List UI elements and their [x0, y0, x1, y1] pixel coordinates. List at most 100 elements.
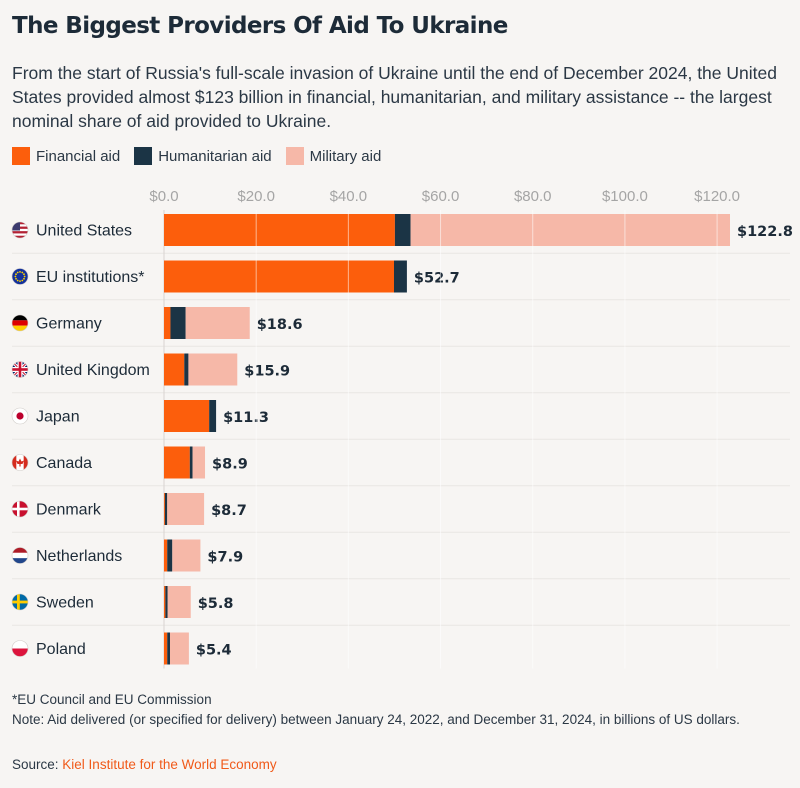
bar-segment-humanitarian-aid [170, 307, 186, 339]
x-tick-label: $60.0 [422, 188, 460, 205]
flag-shapes [12, 315, 28, 331]
total-value-label: $11.3 [223, 410, 269, 426]
germany-flag-icon [11, 314, 29, 332]
bar-row: United Kingdom $15.9 [11, 353, 290, 386]
total-value-label: $52.7 [414, 271, 460, 287]
flag-outline [11, 593, 29, 611]
bar-segment-military-aid [172, 539, 201, 572]
bar-segment-humanitarian-aid [167, 539, 173, 572]
flag-outline [11, 547, 29, 564]
flag-stripe [12, 235, 28, 238]
bar-segment-humanitarian-aid [393, 260, 407, 293]
flag-outline [11, 268, 29, 285]
flag-shapes [12, 454, 28, 471]
bar-row: Sweden $5.8 [11, 586, 234, 618]
flag-star [15, 277, 17, 280]
flag-shapes [12, 408, 28, 424]
total-value-label: $7.9 [207, 550, 243, 566]
total-value-label: $5.4 [196, 643, 232, 659]
bar-row: Denmark $8.7 [11, 493, 247, 525]
flag-outline [11, 500, 29, 518]
flag-stripe [12, 640, 28, 649]
bar-segment-financial-aid [164, 353, 185, 386]
eu-flag-icon [11, 268, 29, 285]
flag-star [21, 279, 24, 282]
flag-stripe [12, 558, 28, 564]
chart-title: The Biggest Providers Of Aid To Ukraine [12, 13, 508, 39]
bar-row: EU institutions* $52.7 [11, 260, 460, 293]
legend-item-humanitarian: Humanitarian aid [134, 147, 272, 165]
legend-label-humanitarian: Humanitarian aid [158, 147, 272, 165]
flag-stripe [12, 320, 28, 326]
flag-star [15, 273, 17, 276]
flag-shapes [12, 268, 28, 285]
flag-cross [12, 368, 28, 371]
bar-segment-financial-aid [164, 260, 394, 293]
country-label: Denmark [36, 502, 102, 519]
bar-segment-military-aid [188, 353, 238, 386]
flag-field [12, 268, 28, 285]
flag-disc [16, 412, 24, 420]
flag-outline [11, 314, 29, 332]
bar-segment-humanitarian-aid [184, 353, 189, 386]
country-label: Sweden [36, 595, 94, 612]
flag-stripe [12, 315, 28, 321]
flag-shapes [12, 640, 28, 657]
bar-row: Poland $5.4 [11, 632, 232, 665]
flag-band [12, 454, 17, 471]
japan-flag-icon [11, 407, 29, 425]
flag-shapes [12, 547, 28, 564]
bar-segment-humanitarian-aid [189, 446, 193, 479]
flag-shapes [12, 222, 28, 238]
bar-segment-financial-aid [164, 446, 190, 479]
bar-row: United States $122.8 [11, 214, 793, 246]
x-tick-label: $40.0 [330, 188, 368, 205]
footnote: *EU Council and EU Commission Note: Aid … [12, 690, 792, 730]
bar-segment-financial-aid [164, 493, 165, 525]
flag-outline [11, 407, 29, 425]
flag-star [19, 271, 21, 273]
country-label: Poland [36, 641, 86, 658]
netherlands-flag-icon [11, 547, 29, 564]
bar-row: Canada $8.9 [11, 446, 248, 479]
source-line: Source: Kiel Institute for the World Eco… [12, 757, 277, 772]
footnote-eu: *EU Council and EU Commission [12, 692, 212, 707]
bar-segment-financial-aid [164, 214, 395, 246]
stacked-bar-chart: $0.0 $20.0 $40.0 $60.0 $80.0 $100.0 $120.0 Unit… [11, 188, 793, 669]
canada-flag-icon [11, 454, 29, 471]
bar-segment-humanitarian-aid [167, 632, 170, 665]
country-label: United States [36, 223, 132, 240]
uk-flag-icon [11, 361, 29, 378]
denmark-flag-icon [11, 500, 29, 518]
flag-shapes [12, 501, 28, 517]
legend-label-military: Military aid [309, 147, 382, 165]
footnote-note: Note: Aid delivered (or specified for de… [12, 712, 740, 727]
source-link[interactable]: Kiel Institute for the World Economy [62, 757, 277, 772]
sweden-flag-icon [11, 593, 29, 611]
total-value-label: $8.9 [212, 457, 248, 473]
flag-outline [11, 361, 29, 378]
bar-segment-military-aid [169, 632, 189, 665]
bar-segment-military-aid [192, 446, 206, 479]
total-value-label: $18.6 [257, 317, 303, 333]
bar-row: Netherlands $7.9 [11, 539, 243, 572]
legend-swatch-military [285, 147, 304, 165]
x-tick-label: $120.0 [694, 188, 740, 205]
country-label: Japan [36, 409, 80, 426]
flag-star [23, 277, 25, 280]
flag-outline [11, 221, 29, 239]
country-label: Netherlands [36, 548, 122, 565]
country-label: EU institutions* [36, 269, 145, 286]
poland-flag-icon [11, 640, 29, 657]
total-value-label: $8.7 [211, 503, 247, 519]
bar-segment-military-aid [410, 214, 730, 246]
bar-segment-humanitarian-aid [165, 586, 168, 618]
x-tick-label: $20.0 [237, 188, 275, 205]
bar-segment-humanitarian-aid [394, 214, 411, 246]
flag-outline [11, 640, 29, 657]
country-label: Germany [36, 316, 102, 333]
bar-segment-humanitarian-aid [209, 400, 217, 432]
flag-star [21, 271, 24, 274]
bar-segment-humanitarian-aid [164, 493, 168, 525]
flag-star [16, 279, 19, 282]
